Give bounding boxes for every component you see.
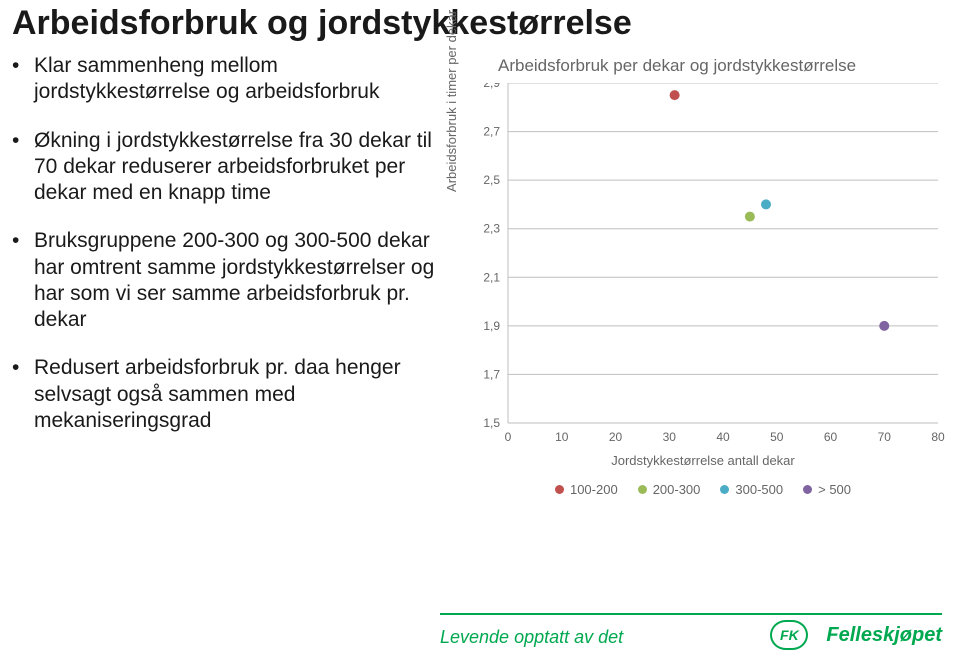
bullet-list: Klar sammenheng mellom jordstykkestørrel… (12, 53, 438, 434)
scatter-chart: 1,5 1,7 1,9 2,1 2,3 2,5 2,7 2,9 0 10 20 30 40 50 60 70 8… (458, 83, 948, 451)
svg-text:2,9: 2,9 (483, 83, 500, 90)
legend-item: > 500 (803, 482, 851, 497)
brand-initials: FK (780, 627, 799, 643)
svg-text:50: 50 (770, 430, 784, 444)
footer-divider (440, 613, 942, 615)
svg-text:40: 40 (716, 430, 730, 444)
legend-label: 100-200 (570, 482, 618, 497)
svg-text:30: 30 (663, 430, 677, 444)
bullet-item: Bruksgruppene 200-300 og 300-500 dekar h… (12, 228, 438, 333)
bullet-item: Økning i jordstykkestørrelse fra 30 deka… (12, 128, 438, 207)
svg-text:2,5: 2,5 (483, 173, 500, 187)
legend-dot-icon (638, 485, 647, 494)
y-axis-label: Arbeidsforbruk i timer per dekar (444, 10, 459, 192)
legend-dot-icon (555, 485, 564, 494)
svg-text:2,7: 2,7 (483, 125, 500, 139)
chart-title: Arbeidsforbruk per dekar og jordstykkest… (498, 55, 948, 77)
svg-text:60: 60 (824, 430, 838, 444)
svg-text:1,7: 1,7 (483, 368, 500, 382)
brand-name: Felleskjøpet (826, 624, 942, 647)
legend-item: 300-500 (720, 482, 783, 497)
svg-text:2,1: 2,1 (483, 270, 500, 284)
svg-text:70: 70 (878, 430, 892, 444)
chart-legend: 100-200 200-300 300-500 > 500 (458, 482, 948, 497)
legend-label: > 500 (818, 482, 851, 497)
x-axis-label: Jordstykkestørrelse antall dekar (458, 453, 948, 468)
svg-text:1,5: 1,5 (483, 416, 500, 430)
chart-column: Arbeidsforbruk per dekar og jordstykkest… (438, 53, 948, 483)
legend-dot-icon (720, 485, 729, 494)
bullet-item: Redusert arbeidsforbruk pr. daa henger s… (12, 355, 438, 434)
footer: Levende opptatt av det FK Felleskjøpet (0, 613, 960, 657)
svg-text:1,9: 1,9 (483, 319, 500, 333)
bullet-item: Klar sammenheng mellom jordstykkestørrel… (12, 53, 438, 106)
legend-item: 100-200 (555, 482, 618, 497)
brand-badge-icon: FK (770, 620, 808, 650)
footer-tagline: Levende opptatt av det (440, 623, 623, 648)
svg-text:2,3: 2,3 (483, 222, 500, 236)
legend-label: 300-500 (735, 482, 783, 497)
legend-label: 200-300 (653, 482, 701, 497)
bullet-column: Klar sammenheng mellom jordstykkestørrel… (12, 53, 438, 483)
svg-text:10: 10 (555, 430, 569, 444)
svg-text:0: 0 (505, 430, 512, 444)
legend-dot-icon (803, 485, 812, 494)
chart-wrap: Arbeidsforbruk i timer per dekar 1,51,71… (458, 83, 948, 483)
svg-text:20: 20 (609, 430, 623, 444)
legend-item: 200-300 (638, 482, 701, 497)
content-row: Klar sammenheng mellom jordstykkestørrel… (0, 53, 960, 483)
page-title: Arbeidsforbruk og jordstykkestørrelse (0, 0, 960, 53)
svg-text:80: 80 (931, 430, 945, 444)
